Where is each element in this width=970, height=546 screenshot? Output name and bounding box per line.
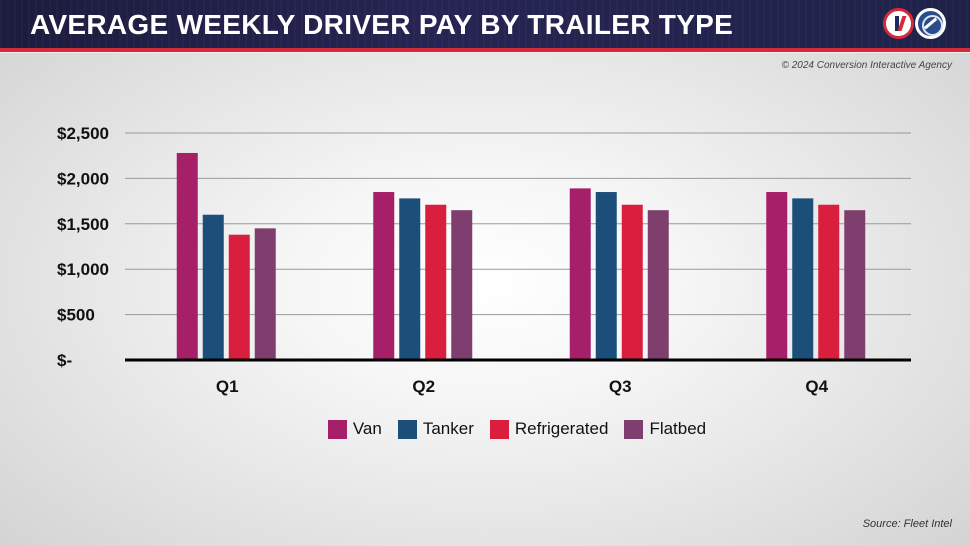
bar-flatbed-q3 [647, 210, 669, 360]
legend-label: Van [352, 419, 382, 438]
bar-tanker-q3 [595, 192, 617, 360]
bar-flatbed-q4 [844, 210, 866, 360]
legend-label: Tanker [422, 419, 474, 438]
bar-van-q2 [373, 192, 395, 360]
y-tick-label: $500 [57, 306, 95, 325]
bar-van-q3 [569, 188, 591, 360]
bar-refrigerated-q3 [621, 204, 643, 360]
legend-item-tanker: Tanker [397, 419, 474, 439]
bar-tanker-q4 [792, 198, 814, 360]
page-title: AVERAGE WEEKLY DRIVER PAY BY TRAILER TYP… [30, 9, 734, 40]
header-accent-line [0, 52, 970, 53]
legend-swatch [327, 419, 347, 439]
copyright-text: © 2024 Conversion Interactive Agency [781, 60, 952, 71]
partner-logo-icon [915, 8, 946, 39]
legend-item-van: Van [327, 419, 382, 439]
bar-refrigerated-q1 [228, 234, 250, 360]
header-accent-bar [0, 48, 970, 52]
x-tick-label: Q4 [805, 377, 828, 396]
bar-tanker-q2 [399, 198, 421, 360]
legend-item-flatbed: Flatbed [624, 419, 706, 439]
brand-logo-icon [883, 8, 914, 39]
source-text: Source: Fleet Intel [862, 518, 952, 530]
bar-flatbed-q2 [451, 210, 473, 360]
bar-tanker-q1 [202, 214, 224, 360]
y-tick-label: $1,000 [57, 260, 109, 279]
chart-legend: Van Tanker Refrigerated Flatbed [0, 419, 970, 439]
legend-swatch [624, 419, 644, 439]
x-tick-label: Q1 [216, 377, 239, 396]
y-tick-label: $2,500 [57, 124, 109, 143]
y-tick-label: $2,000 [57, 169, 109, 188]
bar-refrigerated-q4 [818, 204, 840, 360]
legend-swatch [489, 419, 509, 439]
x-tick-label: Q3 [609, 377, 632, 396]
y-tick-label: $- [57, 351, 72, 370]
legend-item-refrigerated: Refrigerated [489, 419, 609, 439]
x-tick-label: Q2 [412, 377, 435, 396]
y-tick-label: $1,500 [57, 215, 109, 234]
header-texture [0, 0, 970, 48]
bar-van-q1 [176, 152, 198, 360]
legend-swatch [397, 419, 417, 439]
bar-flatbed-q1 [254, 228, 276, 360]
bar-van-q4 [766, 192, 788, 360]
legend-label: Refrigerated [514, 419, 609, 438]
header-banner: AVERAGE WEEKLY DRIVER PAY BY TRAILER TYP… [0, 0, 970, 48]
bar-refrigerated-q2 [425, 204, 447, 360]
legend-label: Flatbed [649, 419, 707, 438]
